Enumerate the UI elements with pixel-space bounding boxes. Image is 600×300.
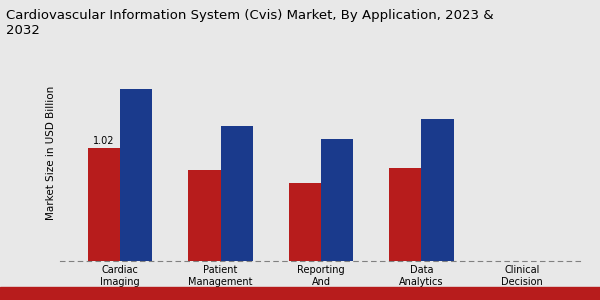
- Bar: [389, 168, 421, 261]
- Bar: [321, 139, 353, 261]
- Text: Cardiovascular Information System (Cvis) Market, By Application, 2023 &
2032: Cardiovascular Information System (Cvis)…: [6, 9, 494, 37]
- Bar: [188, 170, 221, 261]
- Bar: [289, 184, 321, 261]
- Y-axis label: Market Size in USD Billion: Market Size in USD Billion: [46, 86, 56, 220]
- Text: 1.02: 1.02: [94, 136, 115, 146]
- Bar: [221, 126, 253, 261]
- Bar: [120, 89, 152, 261]
- Bar: [421, 119, 454, 261]
- Bar: [88, 148, 120, 261]
